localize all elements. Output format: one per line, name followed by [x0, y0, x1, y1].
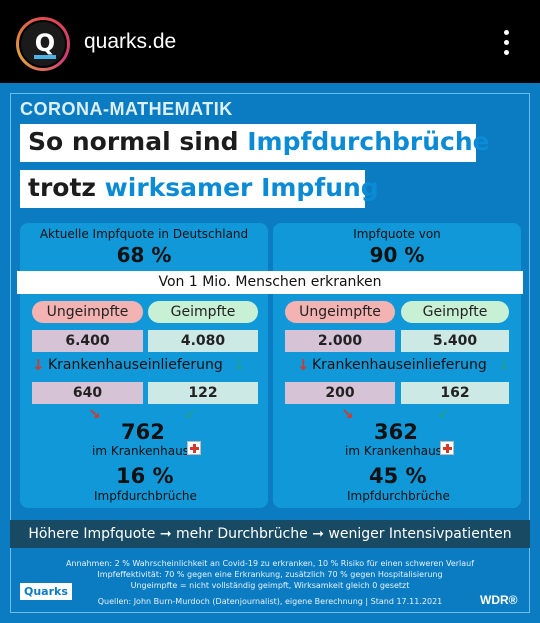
right-quota-value: 90 %: [369, 243, 425, 267]
right-diag-arrow-teal-icon: ↙: [437, 405, 450, 423]
right-unvaccinated-sick: 2.000: [285, 330, 395, 352]
left-hospital-cross-icon: [187, 441, 201, 455]
headline-2-text: trotz: [28, 173, 105, 202]
wdr-logo: WDR®: [480, 593, 518, 607]
right-vaccinated-hospital: 162: [401, 382, 509, 404]
left-total-hospital: 762: [121, 420, 165, 444]
right-down-arrow-teal-icon: ↓: [498, 356, 511, 374]
footnote-assumptions: Annahmen: 2 % Wahrscheinlichkeit an Covi…: [65, 559, 475, 568]
right-hospital-label: Krankenhauseinlieferung: [312, 357, 487, 373]
avatar-accent-bar: [34, 55, 56, 59]
headline-2-accent: wirksamer Impfung: [104, 173, 379, 202]
footnote-effectiveness: Impfeffektivität: 70 % gegen eine Erkran…: [97, 570, 443, 579]
left-hospital-caption: im Krankenhaus: [92, 444, 189, 458]
left-quota-value: 68 %: [116, 243, 172, 267]
quarks-logo: Quarks: [20, 583, 72, 600]
right-diag-arrow-red-icon: ↘: [341, 405, 354, 423]
post-header: Q quarks.de: [0, 0, 540, 83]
avatar-inner: Q: [19, 20, 67, 68]
left-quota-label: Aktuelle Impfquote in Deutschland: [39, 227, 249, 241]
left-hospital-label: Krankenhauseinlieferung: [48, 357, 223, 373]
left-panel: Aktuelle Impfquote in Deutschland 68 % U…: [20, 223, 268, 508]
left-unvaccinated-hospital: 640: [32, 382, 143, 404]
right-hospital-cross-icon: [440, 441, 454, 455]
left-down-arrow-teal-icon: ↓: [233, 356, 246, 374]
more-options-icon[interactable]: [498, 30, 514, 58]
right-breakthrough-label: Impfdurchbrüche: [347, 489, 450, 503]
right-unvaccinated-hospital: 200: [285, 382, 395, 404]
account-avatar[interactable]: Q: [16, 17, 70, 71]
right-panel: Impfquote von 90 % Ungeimpfte Geimpfte 2…: [273, 223, 521, 508]
headline-line-1: So normal sind Impfdurchbrüche: [20, 124, 490, 162]
right-breakthrough-pct: 45 %: [369, 464, 427, 488]
infographic-frame: [10, 93, 530, 613]
left-diag-arrow-red-icon: ↘: [88, 405, 101, 423]
headline-line-2: trotz wirksamer Impfung: [20, 170, 379, 208]
left-vaccinated-hospital: 122: [148, 382, 258, 404]
right-quota-label: Impfquote von: [353, 227, 441, 241]
left-breakthrough-label: Impfdurchbrüche: [94, 489, 197, 503]
middle-bar: Von 1 Mio. Menschen erkranken: [17, 271, 523, 294]
right-down-arrow-red-icon: ↓: [297, 356, 310, 374]
right-total-hospital: 362: [374, 420, 418, 444]
kicker: CORONA-MATHEMATIK: [20, 99, 233, 119]
left-unvaccinated-sick: 6.400: [32, 330, 143, 352]
account-name[interactable]: quarks.de: [84, 30, 177, 53]
post-image-infographic: CORONA-MATHEMATIK So normal sind Impfdur…: [0, 83, 540, 623]
right-vaccinated-pill: Geimpfte: [401, 301, 509, 323]
conclusion-bar: Höhere Impfquote ➞ mehr Durchbrüche ➞ we…: [10, 520, 530, 548]
avatar-letter: Q: [34, 29, 56, 57]
right-hospital-caption: im Krankenhaus: [345, 444, 442, 458]
left-vaccinated-pill: Geimpfte: [148, 301, 258, 323]
left-down-arrow-red-icon: ↓: [32, 356, 45, 374]
left-unvaccinated-pill: Ungeimpfte: [32, 301, 143, 323]
right-unvaccinated-pill: Ungeimpfte: [285, 301, 395, 323]
headline-1-accent: Impfdurchbrüche: [247, 127, 490, 156]
headline-1-text: So normal sind: [28, 127, 248, 156]
source-line: Quellen: John Burn-Murdoch (Datenjournal…: [97, 597, 443, 606]
footnote-definition: Ungeimpfte = nicht vollständig geimpft, …: [130, 581, 410, 590]
right-vaccinated-sick: 5.400: [401, 330, 509, 352]
left-diag-arrow-teal-icon: ↙: [184, 405, 197, 423]
left-vaccinated-sick: 4.080: [148, 330, 258, 352]
left-breakthrough-pct: 16 %: [116, 464, 174, 488]
